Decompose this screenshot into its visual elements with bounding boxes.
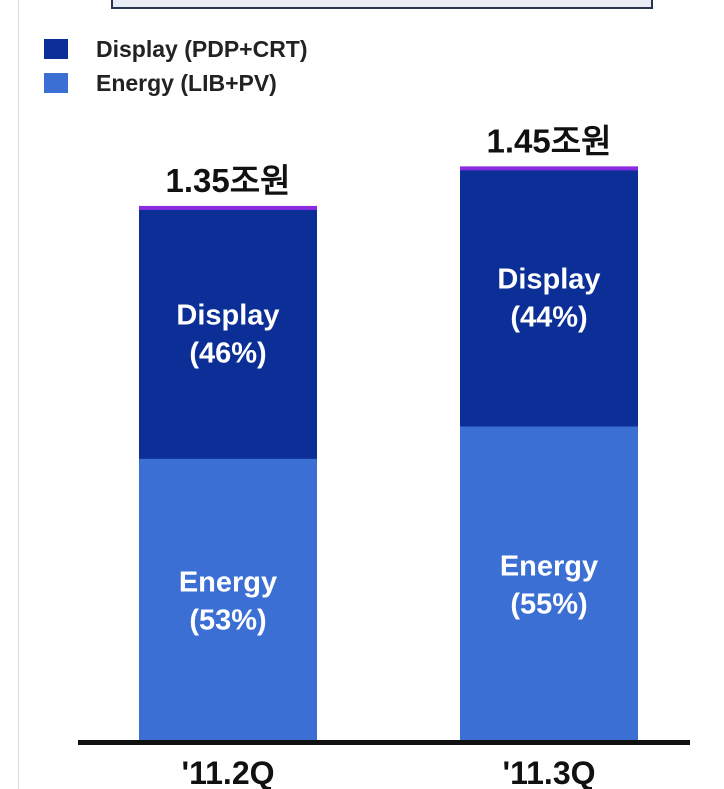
bar-top-cap-2 xyxy=(460,166,638,171)
legend-swatch-energy xyxy=(44,73,68,93)
page-left-rule xyxy=(18,0,19,789)
bar-top-cap-1 xyxy=(139,205,317,210)
segment-label-energy-2-line2: (55%) xyxy=(510,588,587,620)
segment-label-display-2-line2: (44%) xyxy=(510,301,587,333)
segment-label-energy-2-line1: Energy xyxy=(500,550,598,582)
legend-swatch-display xyxy=(44,39,68,59)
category-label-2: '11.3Q xyxy=(502,755,595,789)
bar-segment-energy-2 xyxy=(460,426,638,742)
legend: Display (PDP+CRT) Energy (LIB+PV) xyxy=(44,32,308,100)
segment-label-display-1-line1: Display xyxy=(176,299,279,331)
bar-segment-energy-1 xyxy=(139,458,317,742)
legend-label-display: Display (PDP+CRT) xyxy=(96,35,308,62)
category-label-1: '11.2Q xyxy=(181,755,274,789)
segment-label-display-2-line1: Display xyxy=(497,263,600,295)
total-label-2: 1.45조원 xyxy=(487,122,612,159)
legend-label-energy: Energy (LIB+PV) xyxy=(96,69,277,96)
segment-label-energy-1-line2: (53%) xyxy=(189,604,266,636)
x-axis-line xyxy=(78,740,690,745)
total-label-1: 1.35조원 xyxy=(166,162,291,199)
bar-segment-display-1 xyxy=(139,207,317,459)
segment-label-display-1-line2: (46%) xyxy=(189,337,266,369)
bar-segment-display-2 xyxy=(460,168,638,427)
legend-item-energy: Energy (LIB+PV) xyxy=(44,66,308,100)
segment-label-energy-1-line1: Energy xyxy=(179,566,277,598)
header-frame xyxy=(111,0,653,9)
legend-item-display: Display (PDP+CRT) xyxy=(44,32,308,66)
